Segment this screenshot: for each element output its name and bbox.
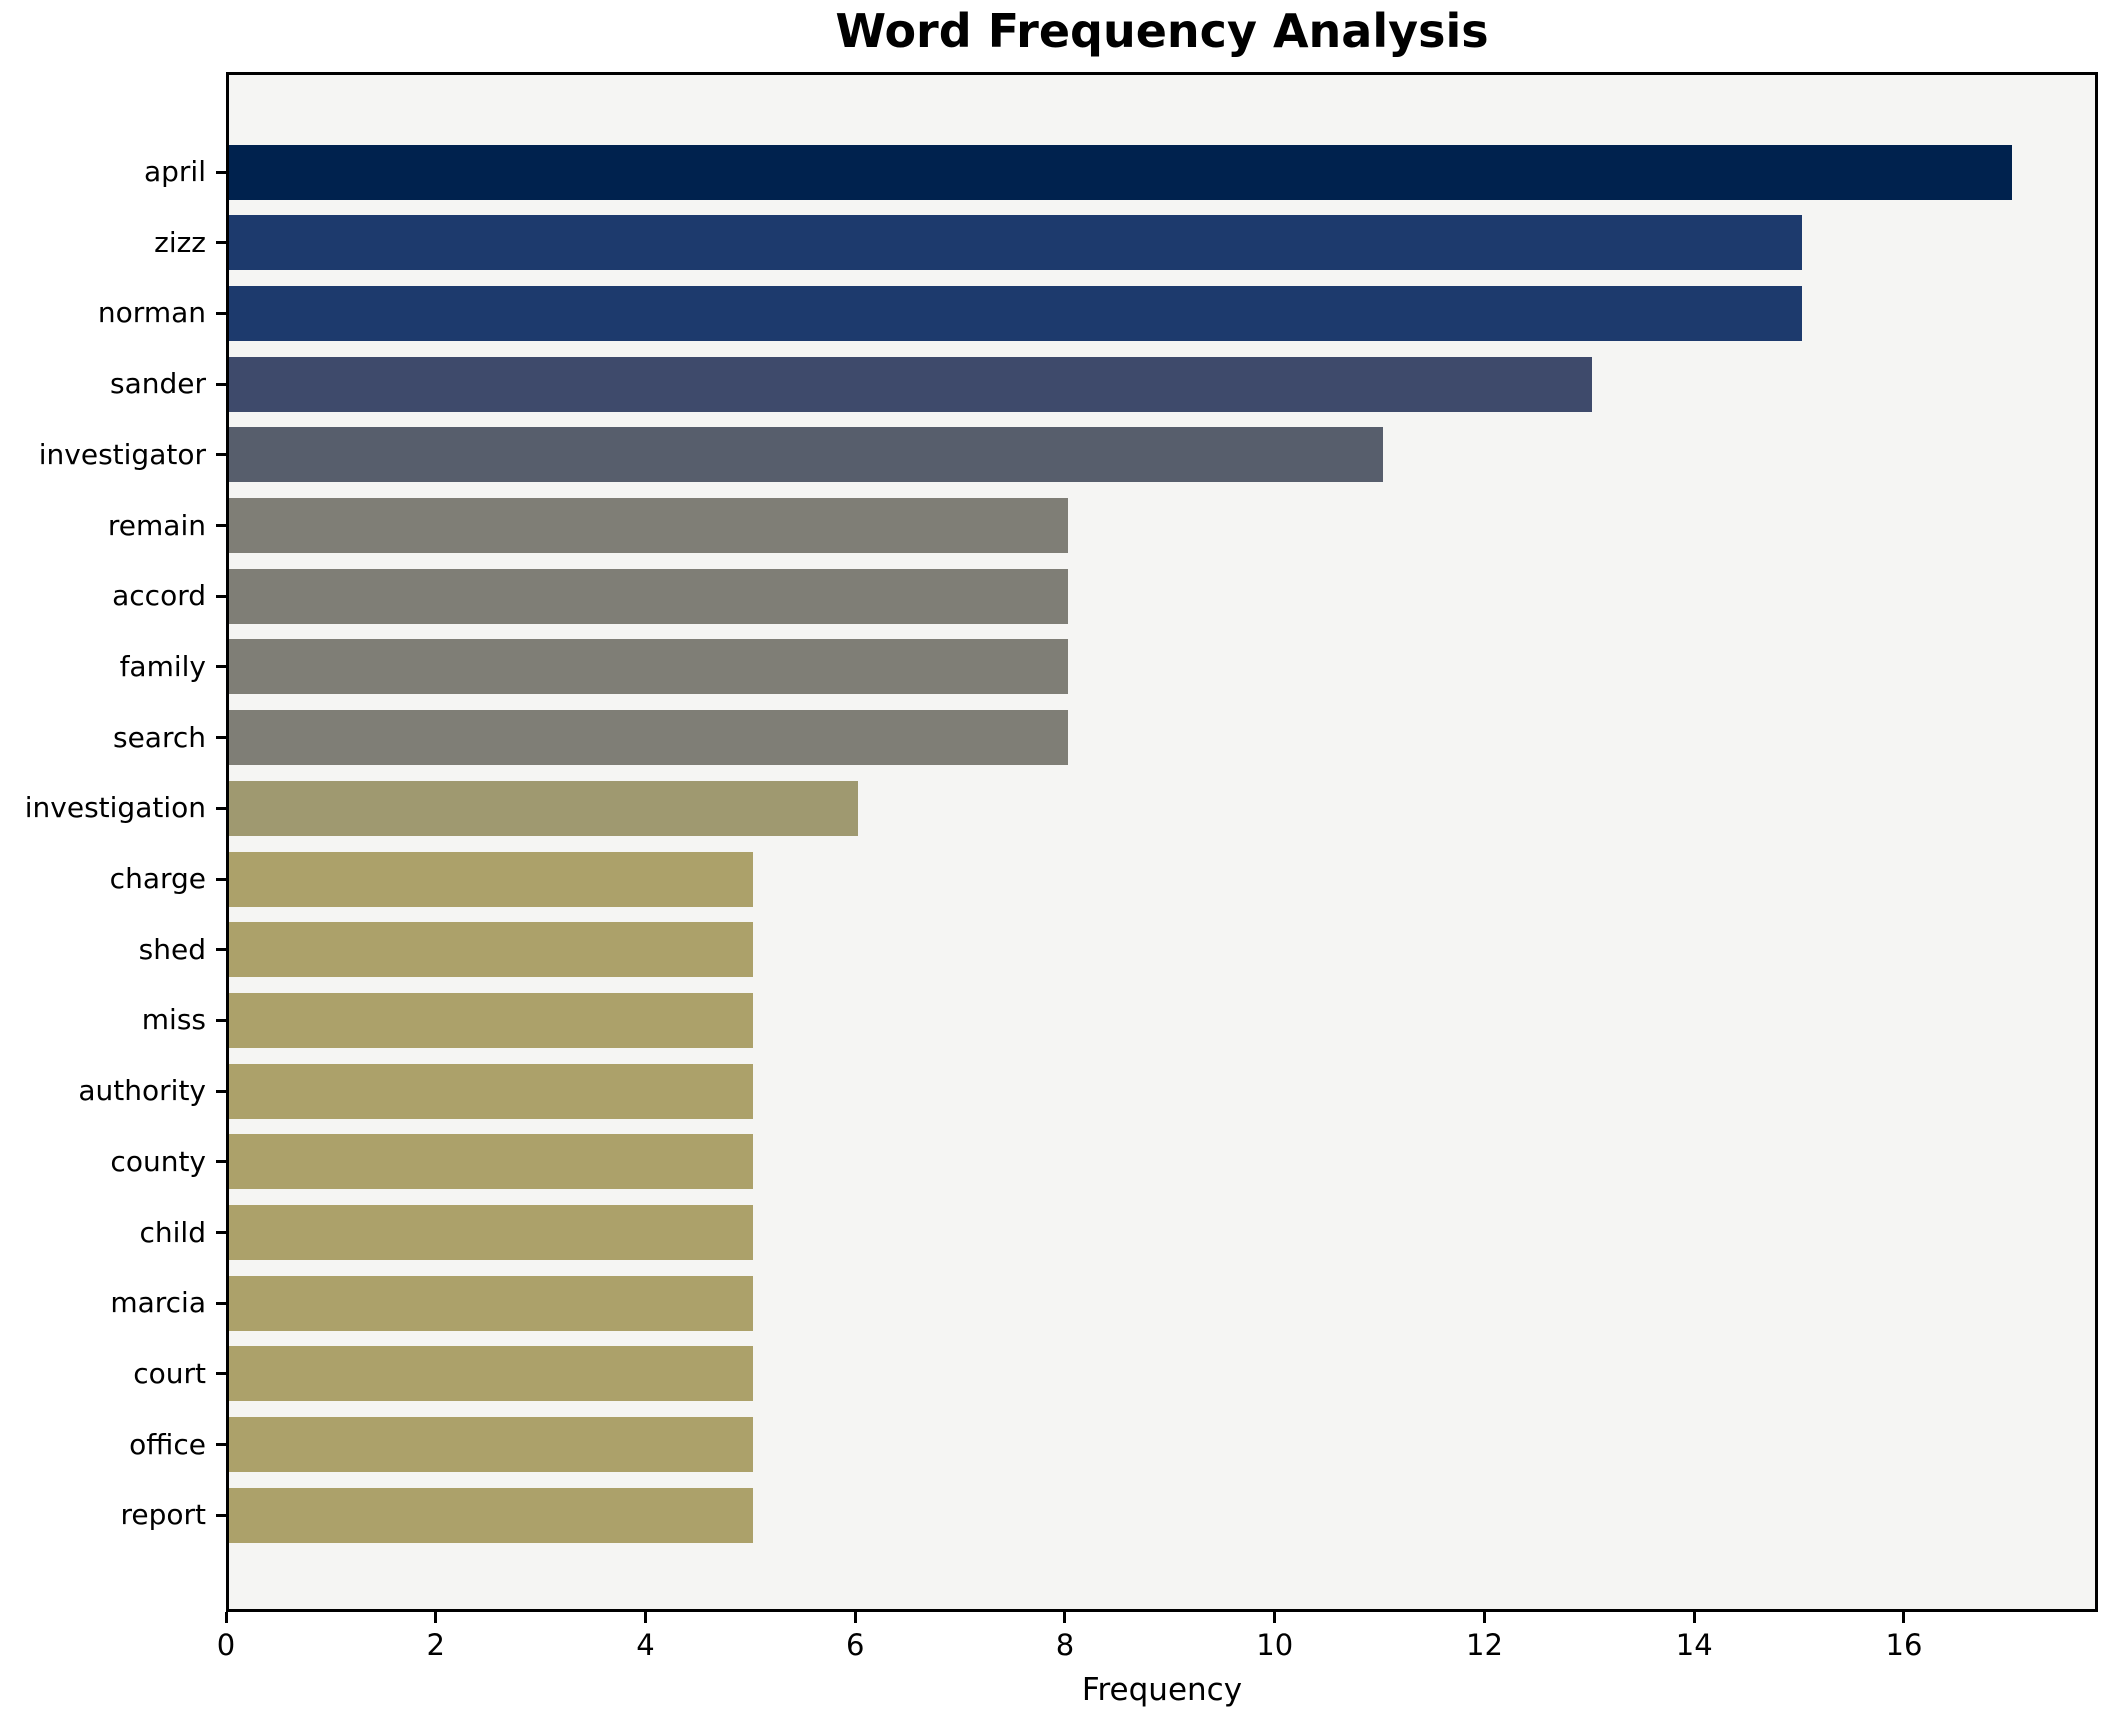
y-tick-mark (216, 382, 226, 386)
y-tick-label-miss: miss (141, 1003, 206, 1037)
y-tick-label-charge: charge (109, 862, 206, 895)
x-tick-mark (1273, 1612, 1277, 1623)
bar-remain (229, 498, 1068, 553)
x-tick-mark (643, 1612, 647, 1623)
y-tick-mark (216, 1443, 226, 1447)
y-tick-mark (216, 806, 226, 810)
x-tick-label-8: 8 (1055, 1628, 1075, 1662)
y-tick-mark (216, 1372, 226, 1376)
y-tick-mark (216, 665, 226, 669)
bar-authority (229, 1063, 754, 1119)
bar-accord (229, 568, 1068, 624)
bar-charge (229, 851, 754, 907)
y-tick-label-child: child (139, 1215, 206, 1249)
y-tick-label-shed: shed (138, 932, 206, 966)
y-tick-mark (216, 594, 226, 598)
bar-sander (229, 356, 1593, 412)
plot-area (226, 72, 2098, 1612)
y-tick-mark (216, 311, 226, 315)
chart-title: Word Frequency Analysis (835, 4, 1489, 58)
x-tick-label-0: 0 (216, 1628, 236, 1662)
bar-family (229, 639, 1068, 695)
bar-investigation (229, 780, 859, 836)
y-tick-label-investigator: investigator (38, 437, 206, 471)
bar-shed (229, 922, 754, 978)
x-tick-label-16: 16 (1885, 1628, 1923, 1662)
bar-investigator (229, 427, 1383, 483)
x-tick-label-10: 10 (1256, 1628, 1294, 1662)
y-tick-mark (216, 1160, 226, 1164)
y-tick-mark (216, 241, 226, 245)
x-tick-label-2: 2 (426, 1628, 445, 1662)
y-tick-mark (216, 453, 226, 457)
y-tick-label-accord: accord (112, 579, 206, 613)
y-tick-label-county: county (110, 1144, 206, 1178)
y-tick-mark (216, 170, 226, 174)
bar-zizz (229, 215, 1803, 271)
y-tick-label-family: family (119, 649, 206, 683)
y-tick-label-marcia: marcia (110, 1286, 206, 1320)
x-tick-label-14: 14 (1675, 1628, 1713, 1662)
x-tick-mark (1692, 1612, 1696, 1623)
y-tick-mark (216, 877, 226, 881)
x-tick-label-6: 6 (846, 1628, 865, 1662)
y-tick-mark (216, 736, 226, 740)
bar-norman (229, 285, 1803, 341)
bar-office (229, 1417, 754, 1473)
bar-child (229, 1205, 754, 1260)
y-tick-mark (216, 1089, 226, 1093)
y-tick-mark (216, 524, 226, 527)
x-tick-mark (1902, 1612, 1906, 1623)
y-tick-mark (216, 1231, 226, 1234)
x-tick-mark (224, 1612, 228, 1623)
y-tick-mark (216, 1301, 226, 1305)
y-tick-label-search: search (112, 720, 206, 754)
y-tick-label-april: april (143, 155, 206, 188)
bar-miss (229, 992, 754, 1048)
bar-court (229, 1346, 754, 1402)
y-tick-mark (216, 948, 226, 952)
x-tick-mark (434, 1612, 438, 1623)
y-tick-label-remain: remain (107, 508, 206, 542)
y-tick-mark (216, 1018, 226, 1022)
x-tick-mark (853, 1612, 857, 1623)
x-tick-mark (1063, 1612, 1067, 1623)
bar-search (229, 710, 1068, 766)
bar-report (229, 1487, 754, 1543)
x-tick-label-12: 12 (1466, 1628, 1503, 1662)
bar-april (229, 144, 2012, 200)
y-tick-label-zizz: zizz (154, 225, 206, 259)
bar-marcia (229, 1275, 754, 1331)
y-tick-label-report: report (120, 1498, 206, 1532)
y-tick-mark (216, 1513, 226, 1517)
y-tick-label-norman: norman (97, 296, 206, 330)
x-tick-label-4: 4 (636, 1628, 655, 1662)
y-tick-label-sander: sander (109, 367, 206, 401)
y-tick-label-authority: authority (78, 1074, 206, 1108)
y-tick-label-investigation: investigation (24, 791, 206, 825)
bar-county (229, 1134, 754, 1190)
y-tick-label-office: office (129, 1427, 206, 1461)
x-axis-label: Frequency (1081, 1672, 1243, 1708)
y-tick-label-court: court (133, 1356, 206, 1390)
x-tick-mark (1482, 1612, 1486, 1623)
